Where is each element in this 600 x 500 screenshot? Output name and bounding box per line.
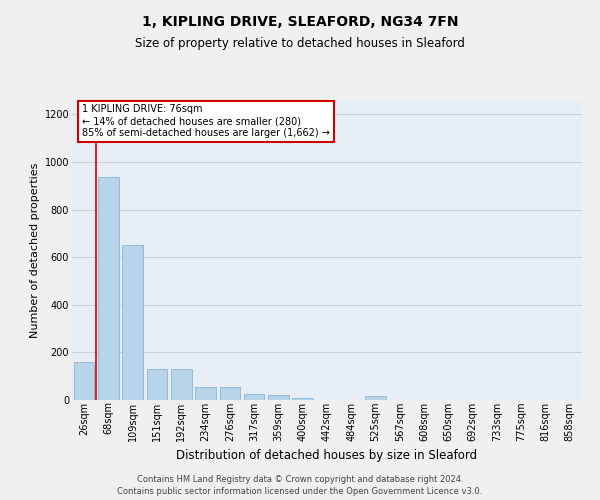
Bar — [146, 369, 167, 400]
Bar — [122, 245, 143, 400]
Bar — [268, 395, 289, 400]
Bar — [244, 394, 265, 400]
Text: Contains public sector information licensed under the Open Government Licence v3: Contains public sector information licen… — [118, 488, 482, 496]
Bar — [98, 178, 119, 400]
Text: Size of property relative to detached houses in Sleaford: Size of property relative to detached ho… — [135, 38, 465, 51]
Y-axis label: Number of detached properties: Number of detached properties — [31, 162, 40, 338]
Text: Contains HM Land Registry data © Crown copyright and database right 2024.: Contains HM Land Registry data © Crown c… — [137, 475, 463, 484]
Bar — [171, 369, 191, 400]
Bar — [292, 398, 313, 400]
X-axis label: Distribution of detached houses by size in Sleaford: Distribution of detached houses by size … — [176, 449, 478, 462]
Bar — [365, 396, 386, 400]
Text: 1 KIPLING DRIVE: 76sqm
← 14% of detached houses are smaller (280)
85% of semi-de: 1 KIPLING DRIVE: 76sqm ← 14% of detached… — [82, 104, 330, 138]
Text: 1, KIPLING DRIVE, SLEAFORD, NG34 7FN: 1, KIPLING DRIVE, SLEAFORD, NG34 7FN — [142, 15, 458, 29]
Bar — [220, 387, 240, 400]
Bar — [195, 387, 216, 400]
Bar — [74, 362, 94, 400]
